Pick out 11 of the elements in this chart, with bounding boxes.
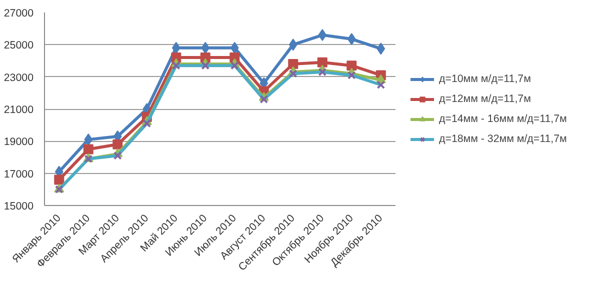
legend-label: д=10мм м/д=11,7м (439, 72, 531, 84)
y-tick-label: 17000 (4, 168, 34, 180)
y-tick-label: 23000 (4, 72, 34, 84)
y-tick-label: 19000 (4, 136, 34, 148)
legend-label: д=18мм - 32мм м/д=11,7м (439, 132, 567, 144)
y-tick-label: 25000 (4, 40, 34, 52)
y-tick-label: 27000 (4, 8, 34, 20)
y-tick-label: 21000 (4, 104, 34, 116)
y-tick-label: 15000 (4, 200, 34, 212)
legend-label: д=12мм м/д=11,7м (439, 92, 531, 104)
legend-label: д=14мм - 16мм м/д=11,7м (439, 112, 567, 124)
